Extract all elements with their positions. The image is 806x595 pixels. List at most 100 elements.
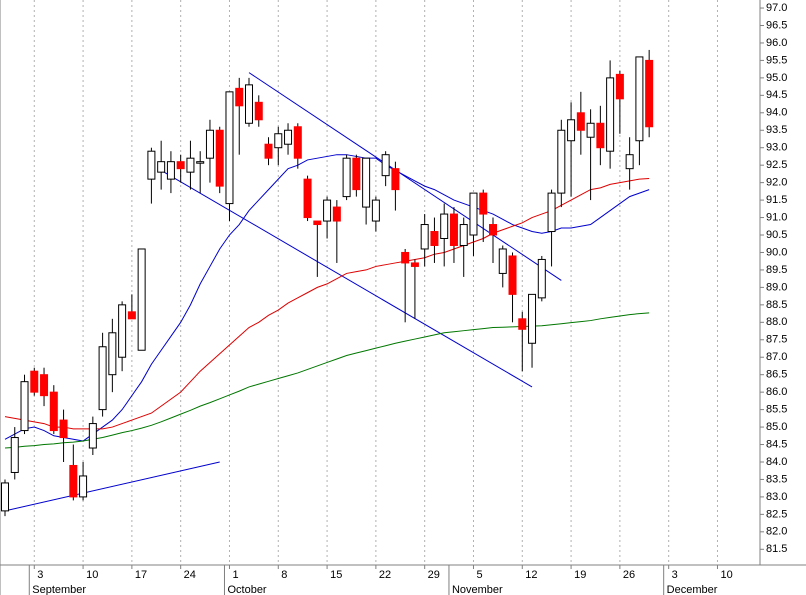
y-tick-label: 84.0 — [766, 456, 787, 468]
y-tick-label: 83.0 — [766, 491, 787, 503]
x-tick-label: 15 — [330, 569, 342, 581]
candle-body — [313, 220, 322, 226]
candle-body — [186, 157, 195, 173]
y-tick-label: 94.5 — [766, 89, 787, 101]
candle-body — [118, 304, 127, 358]
y-tick-label: 91.5 — [766, 194, 787, 206]
y-tick-label: 85.5 — [766, 404, 787, 416]
x-tick-label: 5 — [476, 569, 482, 581]
y-tick-label: 91.0 — [766, 211, 787, 223]
candle-body — [410, 262, 419, 267]
y-tick-label: 95.5 — [766, 54, 787, 66]
candle-body — [440, 213, 449, 240]
y-tick-label: 81.5 — [766, 543, 787, 555]
month-label: November — [452, 584, 503, 595]
y-tick-label: 96.5 — [766, 19, 787, 31]
candle-body — [284, 129, 293, 145]
candle-body — [371, 199, 380, 222]
x-tick-label: 19 — [574, 569, 586, 581]
candle-body — [420, 224, 429, 250]
y-tick-label: 92.5 — [766, 159, 787, 171]
y-tick-label: 92.0 — [766, 177, 787, 189]
candle-body — [518, 318, 527, 330]
candle-body — [615, 73, 624, 100]
y-tick-label: 88.5 — [766, 299, 787, 311]
x-tick-label: 22 — [379, 569, 391, 581]
candle-body — [49, 391, 58, 432]
y-tick-label: 84.5 — [766, 438, 787, 450]
candle-body — [245, 84, 253, 124]
candle-body — [303, 178, 312, 219]
candle-body — [489, 224, 497, 236]
y-tick-label: 89.0 — [766, 281, 787, 293]
y-tick-label: 95.0 — [766, 72, 787, 84]
candle-body — [479, 192, 488, 215]
candle-body — [235, 87, 244, 107]
candle-body — [606, 77, 615, 152]
y-tick-label: 93.5 — [766, 124, 787, 136]
y-tick-label: 94.0 — [766, 107, 787, 119]
candle-body — [508, 255, 517, 295]
candle-body — [69, 464, 78, 498]
candle-body — [596, 122, 605, 149]
candle-body — [40, 374, 49, 397]
month-label: October — [227, 584, 266, 595]
trend-line — [4, 461, 220, 512]
candle-body — [401, 251, 410, 264]
candle-body — [59, 419, 68, 439]
candle-body — [176, 161, 185, 170]
candle-body — [645, 59, 654, 128]
candle-body — [157, 161, 166, 173]
candle-body — [205, 129, 214, 159]
x-tick-label: 24 — [184, 569, 196, 581]
x-tick-label: 10 — [720, 569, 732, 581]
y-tick-label: 83.5 — [766, 473, 787, 485]
trend-line — [248, 72, 562, 281]
candle-body — [567, 119, 576, 142]
y-tick-label: 93.0 — [766, 142, 787, 154]
candle-body — [264, 143, 273, 159]
candle-body — [323, 199, 332, 222]
y-tick-label: 89.5 — [766, 264, 787, 276]
y-tick-label: 88.0 — [766, 316, 787, 328]
candle-body — [225, 91, 234, 205]
month-label: September — [32, 584, 86, 595]
x-tick-label: 3 — [672, 569, 678, 581]
candle-body — [362, 157, 371, 208]
moving-average-line — [4, 177, 650, 430]
candle-body — [391, 168, 400, 191]
x-tick-label: 17 — [135, 569, 147, 581]
candle-body — [79, 475, 88, 498]
y-tick-label: 96.0 — [766, 37, 787, 49]
candle-body — [469, 192, 478, 236]
candle-body — [88, 423, 97, 449]
y-tick-label: 86.0 — [766, 386, 787, 398]
candle-body — [459, 224, 468, 246]
candle-body — [449, 213, 458, 246]
y-tick-label: 86.5 — [766, 369, 787, 381]
candle-body — [381, 154, 390, 177]
candle-body — [547, 192, 556, 233]
candle-body — [108, 332, 117, 376]
moving-average-line — [4, 154, 650, 442]
candle-body — [166, 161, 175, 180]
candle-body — [557, 129, 566, 194]
moving-average-line — [4, 312, 650, 449]
x-tick-label: 10 — [86, 569, 98, 581]
candle-body — [537, 258, 546, 299]
candle-body — [274, 133, 283, 149]
trend-line — [160, 169, 533, 388]
candle-body — [635, 56, 644, 142]
x-tick-label: 26 — [623, 569, 635, 581]
y-tick-label: 97.0 — [766, 2, 787, 14]
month-label: December — [667, 584, 718, 595]
y-tick-label: 87.0 — [766, 351, 787, 363]
candle-body — [1, 482, 9, 512]
candle-body — [20, 381, 29, 432]
candle-body — [498, 248, 507, 274]
y-tick-label: 87.5 — [766, 334, 787, 346]
x-tick-label: 29 — [428, 569, 440, 581]
y-tick-label: 82.0 — [766, 526, 787, 538]
